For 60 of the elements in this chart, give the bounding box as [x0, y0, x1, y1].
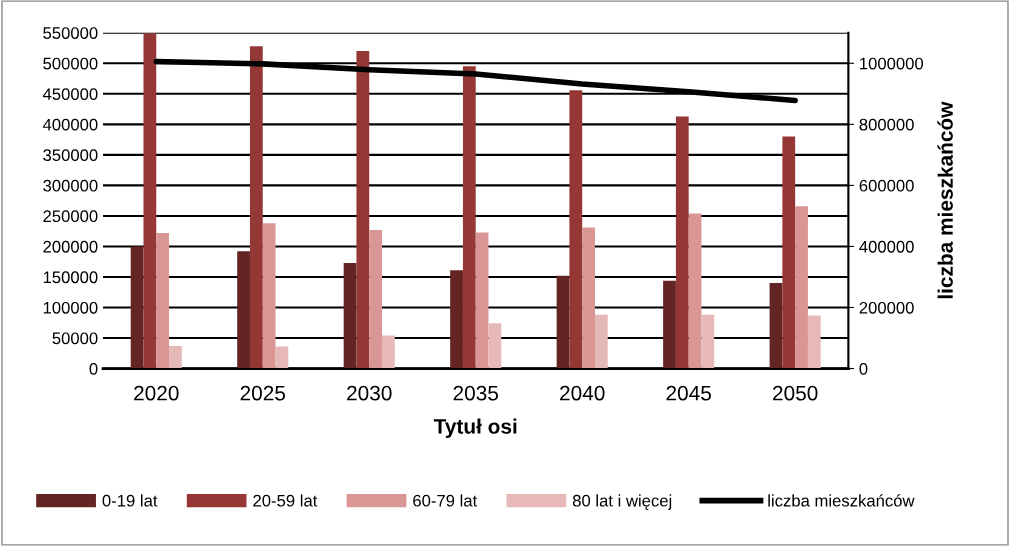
y-tick-label: 500000 [43, 57, 98, 70]
y2-tick-label: 600000 [859, 179, 914, 192]
legend-label: 20-59 lat [253, 494, 318, 507]
bar [701, 314, 715, 369]
y2-tick-label: 200000 [859, 301, 914, 314]
x-tick-label: 2030 [347, 385, 392, 401]
bar [807, 315, 821, 369]
x-tick-label: 2020 [134, 385, 179, 401]
y-tick-label: 0 [89, 362, 98, 375]
bar [462, 66, 476, 369]
bar [675, 116, 689, 369]
y-tick-label: 350000 [43, 149, 98, 162]
bar [782, 136, 796, 369]
bar [582, 227, 595, 369]
x-tick-label: 2050 [773, 385, 818, 401]
bar [688, 213, 702, 369]
x-tick-label: 2035 [453, 385, 499, 401]
bar [488, 323, 502, 369]
bar [569, 90, 583, 369]
bar [262, 223, 276, 369]
bar [369, 229, 383, 369]
legend-label: 60-79 lat [413, 494, 478, 507]
bar [795, 206, 808, 369]
bar [663, 280, 676, 369]
bar [556, 275, 570, 369]
bar [450, 270, 463, 369]
y2-tick-label: 1000000 [860, 57, 924, 70]
bar [169, 345, 182, 369]
bar [156, 233, 170, 369]
bar [275, 346, 289, 369]
y-tick-label: 150000 [43, 271, 98, 284]
bar [769, 283, 783, 369]
y-tick-label: 100000 [43, 301, 98, 314]
y-tick-label: 450000 [42, 88, 98, 101]
bar [143, 33, 157, 369]
y-tick-label: 50000 [52, 332, 98, 345]
bar [594, 314, 608, 369]
x-axis-title: Tytuł osi [433, 418, 517, 438]
legend-label: 0-19 lat [102, 494, 158, 507]
y2-tick-label: 800000 [859, 118, 914, 131]
x-tick-label: 2040 [560, 385, 605, 401]
bar [249, 46, 263, 369]
y2-tick-label: 0 [859, 362, 868, 375]
y-tick-label: 200000 [43, 240, 98, 253]
y2-axis-title: liczba mieszkańców [937, 101, 953, 299]
bar [343, 262, 357, 369]
y-tick-label: 250000 [43, 210, 98, 223]
y2-tick-label: 400000 [859, 240, 914, 253]
y-tick-label: 550000 [43, 27, 98, 39]
y-tick-label: 300000 [43, 179, 98, 192]
bar [130, 246, 144, 369]
x-tick-label: 2025 [240, 385, 286, 401]
bar [475, 232, 489, 369]
bar [382, 335, 395, 369]
bar [356, 51, 370, 369]
bar [237, 251, 250, 369]
y-tick-label: 400000 [42, 118, 98, 131]
legend-label: liczba mieszkańców [768, 494, 915, 507]
legend-label: 80 lat i więcej [572, 494, 672, 510]
x-tick-label: 2045 [666, 385, 711, 401]
